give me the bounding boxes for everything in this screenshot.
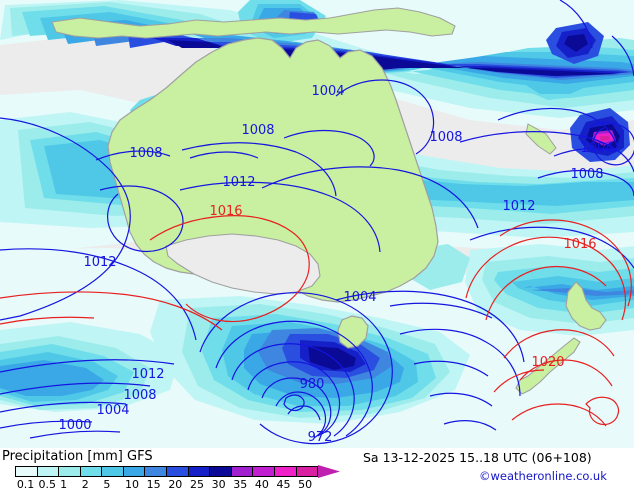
isobar-label-text: 1012 xyxy=(502,199,535,214)
tasmania-landmass xyxy=(337,315,369,349)
legend-tick-label: 35 xyxy=(233,478,248,490)
legend-tick-label: 5 xyxy=(103,478,111,490)
isobar-label-text: 1016 xyxy=(563,237,596,252)
isobar-label: 1008 xyxy=(129,146,162,161)
forecast-timestamp: Sa 13-12-2025 15..18 UTC (06+108) xyxy=(363,450,592,465)
isobar-label: 1008 xyxy=(123,388,156,403)
isobars-low xyxy=(0,0,634,445)
legend-tick-label: 15 xyxy=(146,478,161,490)
legend-swatch xyxy=(296,467,318,476)
copyright-credit: ©weatheronline.co.uk xyxy=(479,469,607,483)
isobar-label-text: 1000 xyxy=(58,418,91,433)
map-graphic: 1004 1008 1008 1012 1016 1012 1004 1012 … xyxy=(0,0,634,448)
legend-swatch xyxy=(253,467,275,476)
isobar-label: 1004 xyxy=(343,290,376,305)
australia-interior-arid xyxy=(165,233,321,295)
legend-tick-label: 2 xyxy=(81,478,89,490)
legend-swatch xyxy=(167,467,189,476)
new-guinea-landmass xyxy=(51,7,456,39)
isobar-label: 1020 xyxy=(531,355,564,370)
isobar-label: 1004 xyxy=(311,84,344,99)
legend-tick-label: 20 xyxy=(168,478,183,490)
isobar-label-text: 1008 xyxy=(123,388,156,403)
legend-swatch xyxy=(102,467,124,476)
legend-tick-label: 10 xyxy=(125,478,140,490)
nz-north-island xyxy=(565,281,607,331)
isobar-label-text: 1008 xyxy=(241,123,274,138)
isobar-label-layer: 1004 1008 1008 1012 1016 1012 1004 1012 … xyxy=(58,84,613,445)
legend-swatch xyxy=(59,467,81,476)
isobar-label-text: 980 xyxy=(300,377,325,392)
landmass-layer xyxy=(51,7,607,395)
legend-swatch xyxy=(231,467,254,476)
australia-landmass xyxy=(107,37,439,303)
isobar-label-text: 1016 xyxy=(209,204,242,219)
isobar-label: 1012 xyxy=(83,255,116,270)
legend-tick-label: 30 xyxy=(211,478,226,490)
isobar-label-text: 972 xyxy=(308,430,333,445)
isobar-label: 1012 xyxy=(222,175,255,190)
isobar-label: 972 xyxy=(308,430,333,445)
isobar-label: 1012 xyxy=(131,367,164,382)
isobar-label-text: 1004 xyxy=(343,290,376,305)
isobar-label: 1008 xyxy=(570,167,603,182)
isobar-label-text: 1008 xyxy=(429,130,462,145)
isobar-label-text: 1004 xyxy=(96,403,129,418)
legend-footer: Precipitation [mm] GFS 0.1 0.5 1 2 5 10 15 20 25… xyxy=(0,448,634,490)
isobar-label-text: 1012 xyxy=(83,255,116,270)
isobar-label-text: 1004 xyxy=(311,84,344,99)
isobar-label: 1012 xyxy=(502,199,535,214)
isobar-label-text: 1008 xyxy=(570,167,603,182)
legend-tick-label: 0.5 xyxy=(38,478,56,490)
legend-swatch xyxy=(274,467,297,476)
legend-swatch xyxy=(37,467,60,476)
legend-tick-label: 1 xyxy=(60,478,68,490)
legend-tick-label: 45 xyxy=(276,478,291,490)
map-canvas[interactable]: 1004 1008 1008 1012 1016 1012 1004 1012 … xyxy=(0,0,634,448)
isobar-label-text: 1020 xyxy=(531,355,564,370)
legend-tick-label: 50 xyxy=(298,478,313,490)
isobar-label: 1008 xyxy=(429,130,462,145)
legend-swatch xyxy=(80,467,103,476)
legend-colorbar xyxy=(15,466,318,477)
legend-swatch xyxy=(210,467,232,476)
isobar-label: 1004 xyxy=(96,403,129,418)
legend-tick-label: 0.1 xyxy=(16,478,35,490)
nz-south-island xyxy=(515,337,581,395)
isobar-label: 1004 xyxy=(580,141,613,156)
legend-swatch xyxy=(188,467,211,476)
isobar-label-text: 1012 xyxy=(222,175,255,190)
isobars-high xyxy=(0,215,632,427)
isobar-label-text: 1008 xyxy=(129,146,162,161)
isobar-label: 1008 xyxy=(241,123,274,138)
isobar-label: 980 xyxy=(300,377,325,392)
isobar-label: 1016 xyxy=(209,204,242,219)
isobar-label-text: 1004 xyxy=(580,141,613,156)
isobar-label: 1000 xyxy=(58,418,91,433)
legend-swatch xyxy=(123,467,146,476)
legend-tick-labels: 0.1 0.5 1 2 5 10 15 20 25 30 35 40 45 50 xyxy=(0,478,340,490)
legend-tick-label: 25 xyxy=(189,478,204,490)
legend-overflow-arrow xyxy=(318,465,340,478)
isobar-layer xyxy=(0,0,634,445)
isobar-label: 1016 xyxy=(563,237,596,252)
legend-swatch xyxy=(145,467,168,476)
legend-swatch xyxy=(16,467,38,476)
isobar-label-text: 1012 xyxy=(131,367,164,382)
legend-title: Precipitation [mm] GFS xyxy=(2,449,153,464)
legend-tick-label: 40 xyxy=(254,478,269,490)
